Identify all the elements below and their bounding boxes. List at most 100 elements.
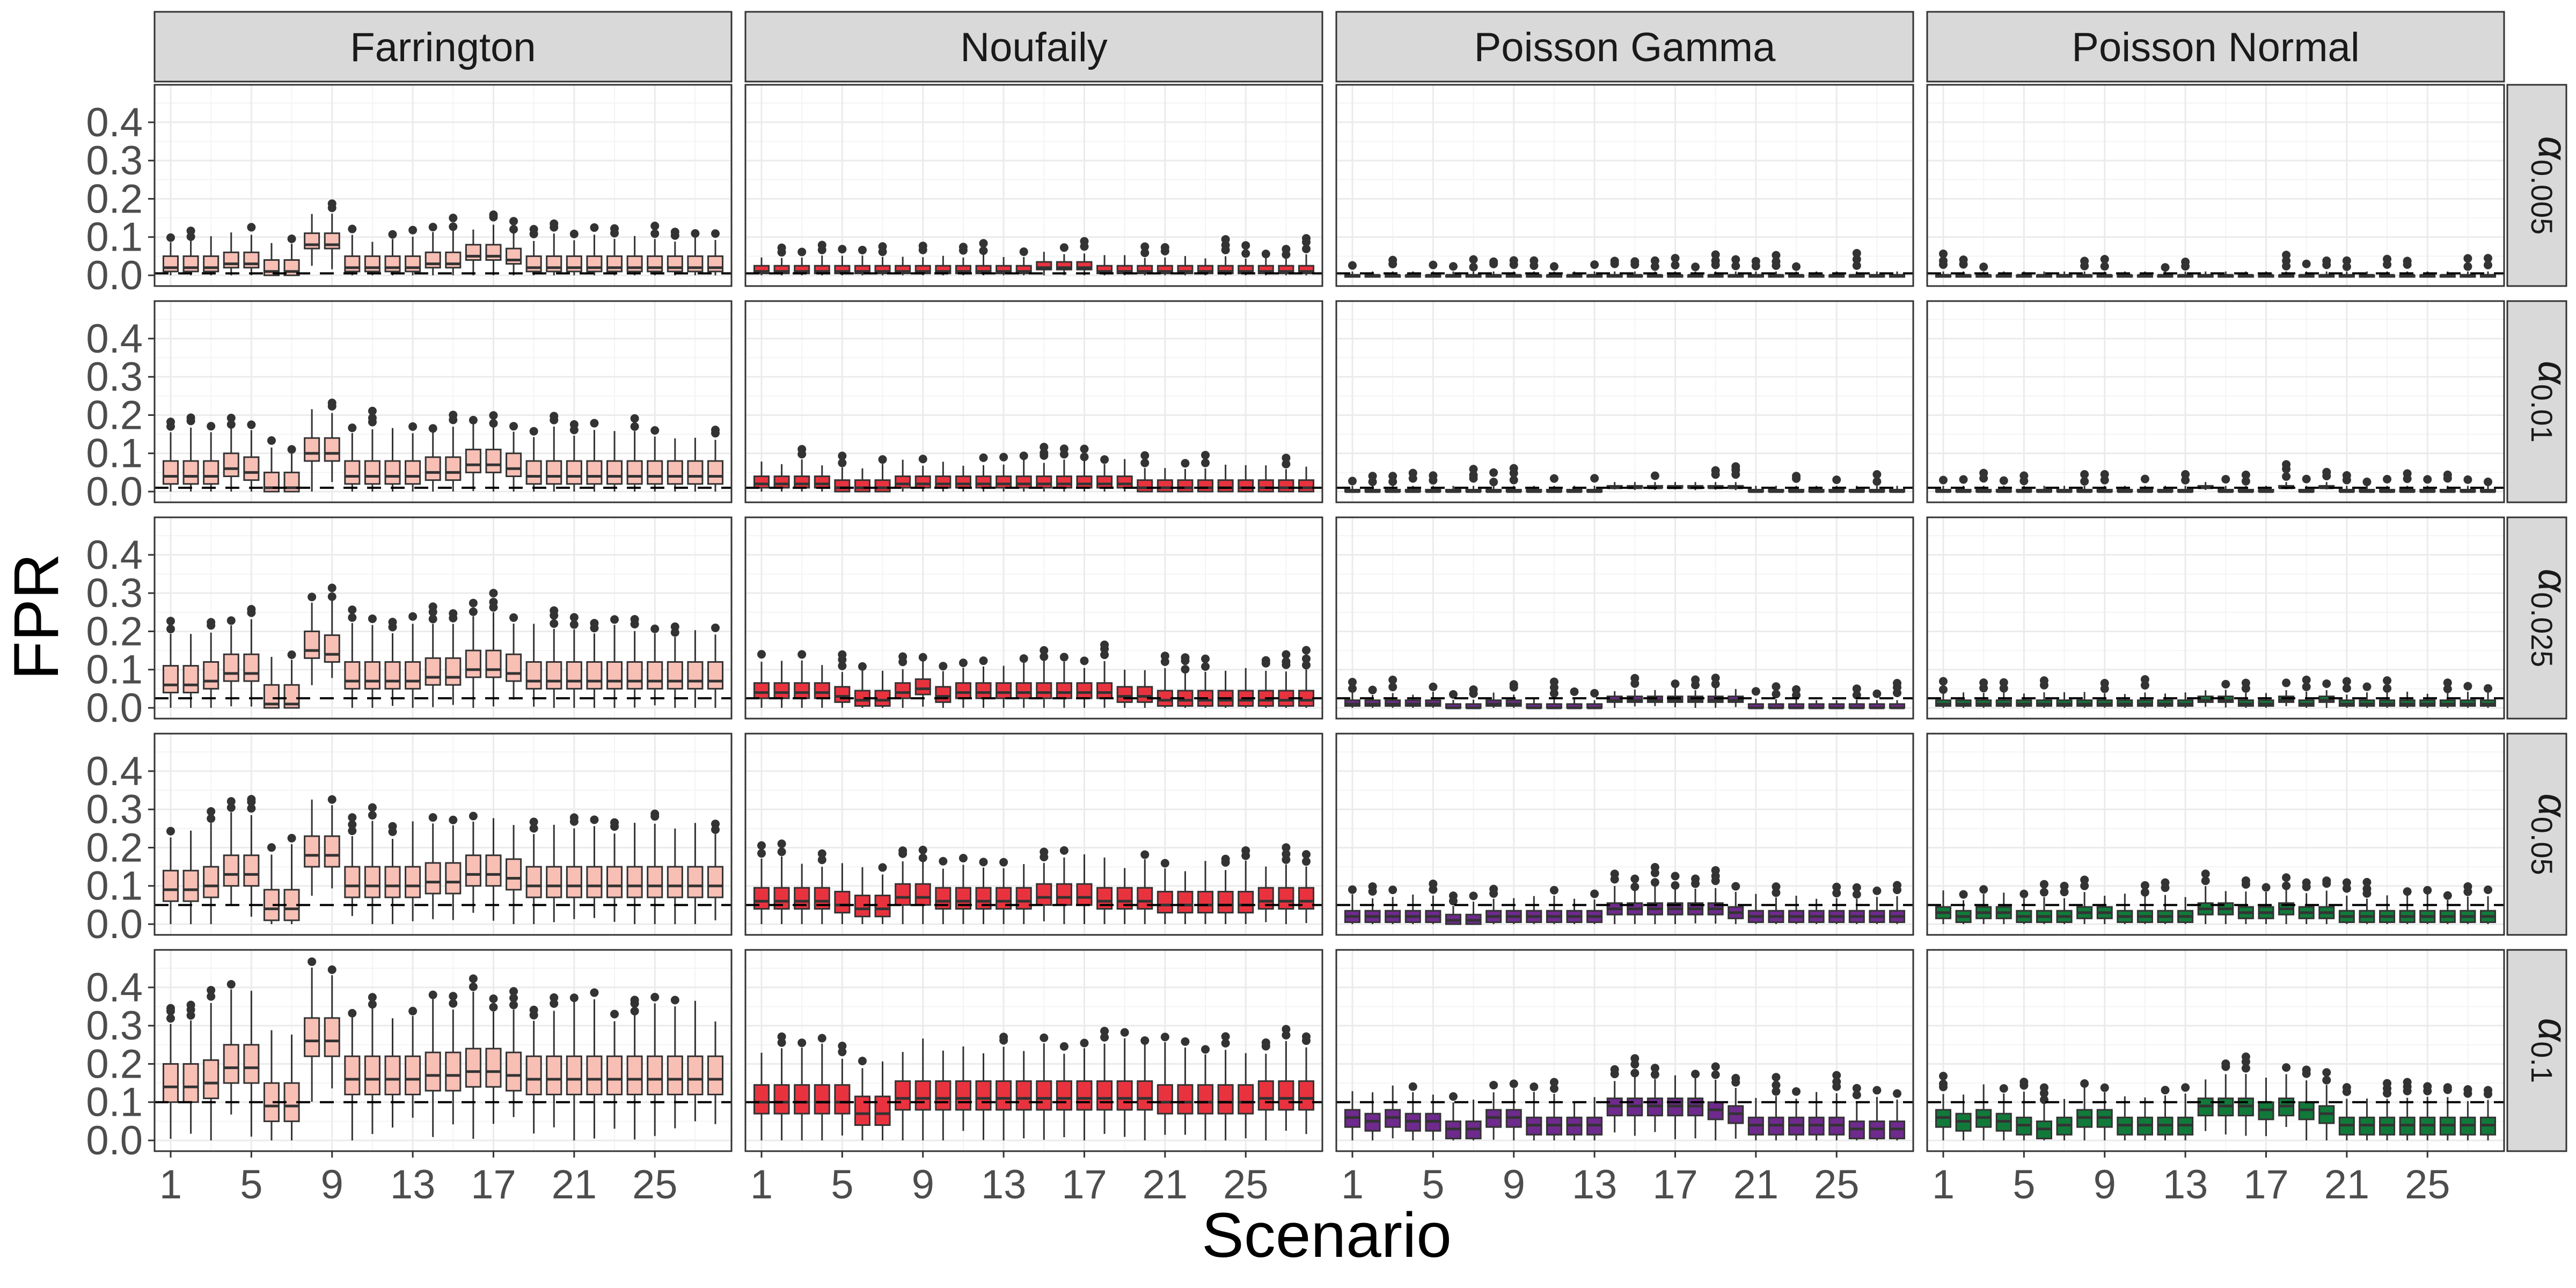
outlier-point: [1772, 257, 1781, 266]
outlier-point: [2241, 477, 2250, 486]
box-scenario-5: [1425, 682, 1441, 708]
outlier-point: [327, 583, 336, 592]
x-tick-label: 13: [390, 1162, 436, 1208]
box-scenario-6: [263, 243, 280, 276]
outlier-point: [2100, 262, 2109, 271]
box-scenario-6: [2036, 486, 2052, 493]
outlier-point: [1832, 475, 1841, 484]
outlier-point: [550, 993, 559, 1002]
box-scenario-12: [2157, 1086, 2174, 1140]
outlier-point: [691, 229, 700, 238]
outlier-point: [1140, 850, 1150, 859]
strip-label: Poisson Normal: [2072, 25, 2359, 70]
outlier-point: [1999, 1084, 2008, 1093]
outlier-point: [2019, 889, 2029, 898]
box-scenario-25: [2419, 271, 2436, 278]
box-scenario-20: [1728, 1073, 1744, 1139]
box-scenario-22: [2359, 271, 2375, 278]
outlier-point: [1772, 1087, 1781, 1096]
outlier-point: [327, 795, 336, 804]
box-scenario-10: [935, 1050, 952, 1140]
box-scenario-20: [2318, 1068, 2335, 1140]
outlier-point: [287, 235, 296, 244]
outlier-point: [1429, 879, 1438, 888]
box-scenario-8: [2076, 257, 2093, 278]
outlier-point: [1893, 1089, 1901, 1098]
outlier-point: [2241, 678, 2250, 687]
box-scenario-13: [996, 665, 1012, 708]
box-scenario-16: [465, 974, 481, 1139]
box-scenario-26: [667, 622, 683, 708]
box-scenario-14: [425, 602, 441, 707]
box-scenario-10: [935, 255, 952, 275]
box-scenario-28: [1889, 1089, 1906, 1140]
y-tick-label: 0.2: [86, 609, 143, 654]
outlier-point: [1348, 678, 1357, 687]
outlier-point: [388, 618, 397, 627]
box-scenario-8: [2076, 875, 2093, 924]
outlier-point: [2383, 676, 2392, 685]
box-scenario-10: [2117, 486, 2133, 493]
panel-poisson-normal-row-3: [1926, 516, 2505, 720]
box-scenario-19: [525, 1005, 542, 1134]
box-scenario-18: [1096, 1027, 1113, 1134]
box-scenario-13: [1586, 889, 1603, 924]
row-strip-alpha-0.025: α0.025: [2506, 516, 2575, 720]
outlier-point: [2342, 262, 2351, 271]
box-scenario-13: [1586, 689, 1603, 709]
outlier-point: [550, 606, 559, 615]
box-scenario-3: [1385, 885, 1401, 924]
outlier-point: [1100, 1027, 1109, 1036]
outlier-point: [2423, 1082, 2432, 1091]
box-scenario-4: [1404, 469, 1421, 493]
x-tick-label: 21: [2324, 1162, 2370, 1208]
box-scenario-7: [2056, 1099, 2073, 1140]
box-scenario-13: [2177, 258, 2194, 278]
outlier-point: [2181, 470, 2190, 479]
box-scenario-14: [425, 813, 441, 919]
box-scenario-24: [2399, 257, 2416, 278]
outlier-point: [348, 613, 357, 622]
box-scenario-17: [485, 994, 502, 1124]
outlier-point: [1282, 843, 1291, 852]
box-scenario-10: [344, 1009, 361, 1140]
box-scenario-16: [2237, 678, 2254, 708]
outlier-point: [247, 804, 256, 813]
box-scenario-20: [2318, 876, 2335, 924]
outlier-point: [509, 422, 518, 431]
panel-noufaily-row-2: [744, 300, 1323, 503]
box-scenario-16: [465, 415, 481, 492]
panel-noufaily-row-1: [744, 84, 1323, 287]
outlier-point: [2282, 678, 2291, 687]
box-scenario-6: [263, 843, 280, 924]
outlier-point: [1590, 474, 1599, 483]
outlier-point: [2282, 1063, 2291, 1072]
x-axes: 1 5 9 13 17 21 25 1 5 9 13 17 21 25 1 5 9 13 17 21 25 1 5 9 13 17…: [159, 1151, 2450, 1208]
outlier-point: [797, 1038, 807, 1048]
box-scenario-2: [182, 1000, 199, 1134]
box-scenario-2: [1364, 1092, 1381, 1140]
outlier-point: [630, 996, 639, 1005]
outlier-point: [569, 620, 579, 629]
box-scenario-17: [485, 818, 502, 921]
x-tick-label: 5: [2012, 1162, 2035, 1208]
box-scenario-28: [707, 623, 724, 708]
outlier-point: [529, 427, 538, 436]
box-scenario-21: [566, 420, 582, 492]
box-scenario-22: [2359, 1098, 2375, 1140]
outlier-point: [1979, 469, 1988, 478]
box-scenario-11: [1546, 262, 1562, 278]
outlier-point: [1201, 654, 1210, 663]
outlier-point: [2060, 888, 2069, 897]
outlier-point: [327, 592, 336, 601]
box-scenario-22: [1768, 1073, 1784, 1140]
outlier-point: [1221, 854, 1230, 863]
outlier-point: [1832, 1077, 1841, 1086]
box-scenario-11: [2136, 1097, 2153, 1140]
box-scenario-5: [834, 650, 851, 708]
outlier-point: [1388, 683, 1397, 692]
y-tick-label: 0.2: [86, 392, 143, 438]
panel-farrington-row-2: [153, 300, 733, 503]
strip-label: Noufaily: [960, 25, 1108, 70]
box-scenario-17: [485, 589, 502, 707]
